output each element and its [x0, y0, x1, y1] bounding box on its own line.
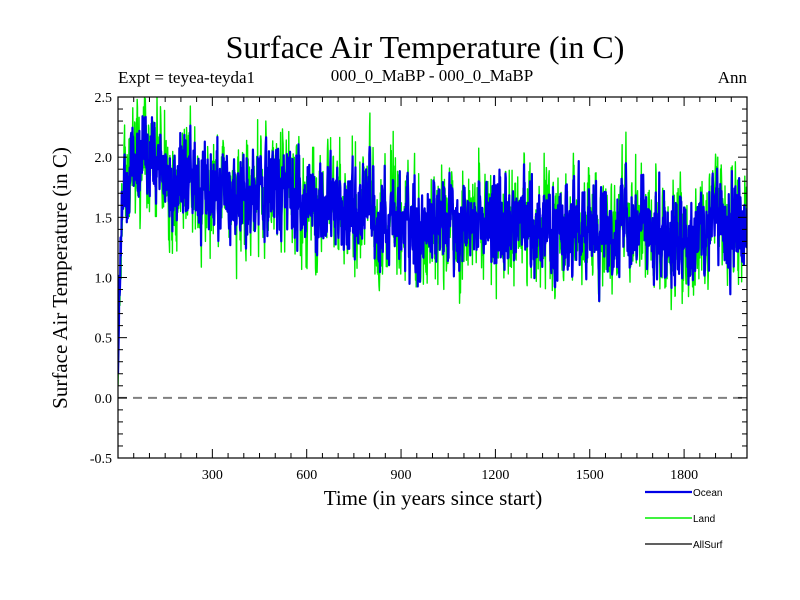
series-layer	[118, 97, 747, 399]
plot-frame	[117, 96, 748, 459]
legend: Ocean Land AllSurf	[645, 488, 723, 551]
y-tick-label: 2.5	[95, 91, 113, 106]
series-line-ocean	[118, 115, 747, 374]
x-axis-label: Time (in years since start)	[324, 486, 543, 510]
chart-subtitle-right: Ann	[718, 68, 748, 87]
y-axis-label: Surface Air Temperature (in C)	[48, 147, 72, 409]
legend-label-land: Land	[693, 514, 715, 525]
chart-title: Surface Air Temperature (in C)	[226, 29, 625, 65]
plot-area: 300 600 900 1200 1500 1800 -0.5 0.0 0.5 1.0 1.5 2.0…	[90, 91, 748, 483]
legend-label-allsurf: AllSurf	[693, 540, 723, 551]
chart-subtitle-left: Expt = teyea-teyda1	[118, 68, 255, 87]
legend-label-ocean: Ocean	[693, 488, 722, 499]
y-tick-label: -0.5	[90, 452, 112, 467]
y-tick-label: 0.5	[95, 332, 113, 347]
axes-layer: 300 600 900 1200 1500 1800 -0.5 0.0 0.5 1.0 1.5 2.0…	[90, 91, 748, 483]
x-tick-label: 900	[391, 468, 412, 483]
y-tick-label: 0.0	[95, 392, 113, 407]
y-tick-label: 2.0	[95, 151, 113, 166]
x-tick-label: 300	[202, 468, 223, 483]
x-tick-label: 1800	[670, 468, 698, 483]
chart-subtitle-center: 000_0_MaBP - 000_0_MaBP	[331, 66, 533, 85]
y-tick-label: 1.5	[95, 211, 113, 226]
x-tick-label: 1500	[576, 468, 604, 483]
x-tick-label: 600	[296, 468, 317, 483]
y-tick-label: 1.0	[95, 272, 113, 287]
x-tick-label: 1200	[481, 468, 509, 483]
